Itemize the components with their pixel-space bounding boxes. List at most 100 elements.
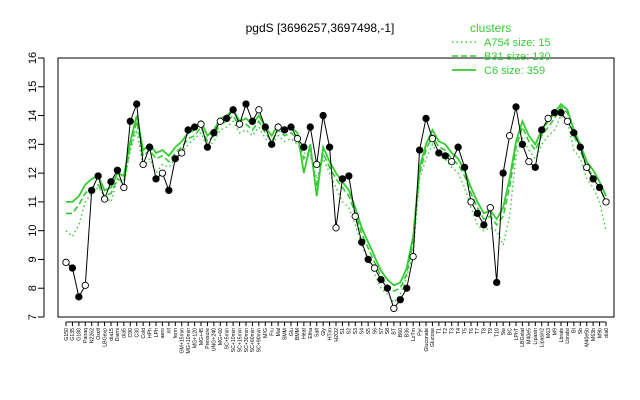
- x-tick-label: S6: [372, 328, 378, 334]
- x-tick-label: LBGstat: [520, 327, 526, 346]
- data-point: [229, 106, 237, 114]
- x-tick-label: SC+10min: [231, 328, 237, 352]
- data-point: [293, 134, 302, 143]
- data-point: [145, 143, 154, 151]
- data-point: [422, 114, 430, 123]
- data-point: [120, 183, 128, 192]
- y-axis: 7 8 9 10 11 12 13 14 15 16: [27, 52, 45, 320]
- x-tick-label: LPhT: [514, 327, 520, 340]
- data-point: [358, 238, 366, 246]
- observed-line: [65, 102, 607, 310]
- x-tick-label: T9: [488, 328, 494, 334]
- x-tick-label: Gly: [321, 328, 327, 336]
- data-point: [190, 123, 199, 131]
- x-tick-label: Lbrats: [559, 328, 565, 343]
- data-point: [325, 143, 334, 151]
- x-tick-label: Pyr: [417, 328, 423, 336]
- data-point: [499, 169, 507, 177]
- x-tick-label: Heat: [302, 327, 308, 339]
- data-point: [88, 186, 96, 195]
- data-point: [570, 129, 578, 137]
- data-point: [113, 166, 122, 174]
- y-tick-label: 16: [27, 52, 39, 64]
- x-tick-label: dia15: [109, 328, 115, 341]
- x-tick-label: B60: [398, 328, 404, 337]
- x-tick-label: Oxctl: [96, 328, 102, 340]
- y-tick-label: 10: [27, 225, 39, 237]
- y-tick-label: 13: [27, 138, 39, 150]
- x-tick-label: B36: [405, 328, 411, 337]
- x-tick-label: Glu: [289, 328, 295, 336]
- data-point: [100, 195, 109, 203]
- x-tick-label: T5: [462, 328, 468, 334]
- data-point: [139, 160, 147, 169]
- x-tick-label: LPh: [154, 328, 160, 337]
- data-point: [300, 143, 308, 151]
- data-point: [486, 203, 494, 212]
- x-tick-label: T2: [443, 328, 449, 334]
- data-point: [165, 186, 173, 195]
- data-point: [223, 114, 231, 123]
- data-point: [563, 117, 572, 125]
- data-point: [287, 123, 295, 131]
- x-tick-label: HPh: [147, 328, 153, 338]
- y-tick-label: 14: [27, 109, 39, 121]
- data-point: [255, 106, 263, 114]
- x-tick-label: aero: [160, 328, 166, 338]
- x-tick-label: SC+60min: [250, 328, 256, 352]
- data-point: [107, 178, 115, 186]
- x-tick-label: C30: [135, 328, 141, 338]
- x-tick-label: M40e5: [527, 328, 533, 344]
- x-tick-label: MG+45: [199, 328, 205, 345]
- data-point: [415, 146, 424, 154]
- data-point: [203, 143, 212, 151]
- x-tick-label: BMM: [295, 328, 301, 340]
- series-line-dotted: [65, 114, 607, 304]
- data-point: [126, 117, 134, 125]
- x-tick-label: SC+30min: [244, 328, 250, 352]
- x-tick-label: H2O2: [334, 328, 340, 342]
- data-point: [505, 132, 514, 140]
- x-tick-label: S8: [385, 328, 391, 334]
- data-point: [467, 198, 475, 206]
- x-tick-label: S4: [360, 328, 366, 334]
- x-tick-label: GM+15min: [180, 328, 186, 354]
- data-point: [152, 175, 160, 183]
- data-point: [525, 157, 533, 166]
- x-tick-label: LBGexp: [102, 328, 108, 347]
- x-tick-label: Fru: [270, 328, 276, 336]
- data-point: [435, 149, 443, 157]
- data-point: [75, 293, 83, 301]
- legend-title: clusters: [470, 21, 511, 35]
- data-point: [428, 134, 437, 143]
- y-tick-label: 9: [27, 256, 39, 262]
- data-point: [184, 126, 192, 134]
- data-point: [313, 160, 321, 169]
- chart-title: pgdS [3696257,3697498,-1]: [246, 21, 395, 35]
- x-axis: G150 G135 G180 Pairaq N2262 Oxctl LBGexp dia15 D…: [64, 321, 610, 354]
- data-point: [538, 126, 546, 134]
- y-tick-label: 15: [27, 81, 39, 93]
- legend-label: C6 size: 359: [484, 65, 545, 77]
- x-tick-label: M/G: [263, 328, 269, 338]
- data-point: [133, 100, 141, 108]
- data-point: [441, 152, 449, 160]
- x-tick-label: BI: [572, 328, 578, 333]
- data-point: [338, 175, 347, 183]
- data-point: [454, 143, 462, 151]
- data-point: [171, 155, 179, 163]
- x-tick-label: T1: [437, 328, 443, 334]
- data-point: [68, 264, 77, 272]
- x-tick-label: G180: [77, 328, 83, 341]
- series-line-dashed: [66, 105, 607, 293]
- x-tick-label: dia5: [122, 328, 128, 338]
- x-tick-label: LoTm: [411, 328, 417, 341]
- x-tick-label: M9: [552, 328, 558, 335]
- plot-frame: [57, 57, 615, 318]
- data-point: [583, 163, 591, 172]
- x-tick-label: Lipasin2: [540, 328, 546, 347]
- x-tick-label: ferm: [173, 328, 179, 338]
- x-tick-label: G135: [70, 328, 76, 341]
- x-tick-label: Sb: [578, 328, 584, 334]
